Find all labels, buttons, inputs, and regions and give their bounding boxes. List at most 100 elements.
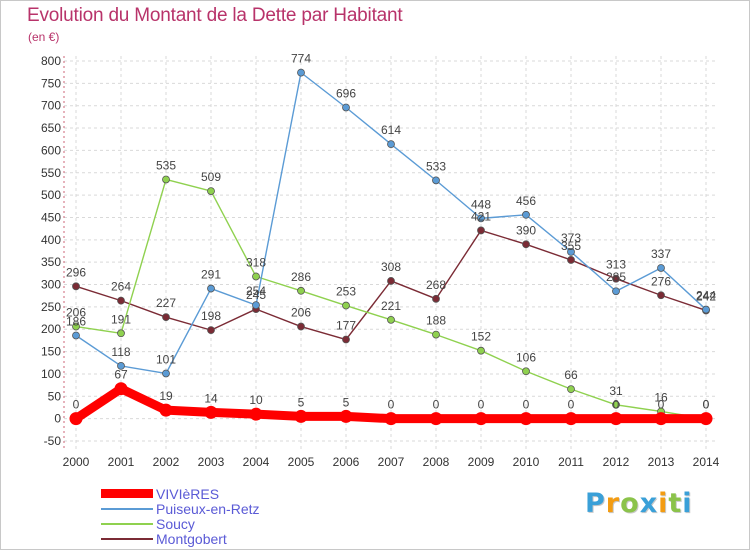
data-point [387,277,395,285]
data-label: 227 [156,296,176,310]
x-tick-label: 2007 [378,455,405,469]
data-label: 535 [156,158,176,172]
chart-title: Evolution du Montant de la Dette par Hab… [27,5,403,26]
x-tick-label: 2008 [423,455,450,469]
data-label: 242 [696,289,716,303]
logo-letter: o [620,488,640,519]
data-point [207,187,215,195]
data-point [207,284,215,293]
data-label: 276 [651,274,671,288]
data-point [612,400,620,409]
data-label: 285 [606,270,626,284]
x-tick-label: 2013 [648,455,675,469]
data-label: 0 [703,398,710,412]
data-label: 14 [204,391,218,405]
y-tick-label: 50 [48,389,62,403]
data-point [699,412,713,426]
data-label: 106 [516,350,536,364]
legend-item: Montgobert [101,531,227,547]
data-label: 390 [516,223,536,237]
data-point [612,274,620,283]
data-label: 16 [654,390,668,404]
data-label: 313 [606,258,626,272]
data-point [564,412,578,426]
data-point [294,409,308,423]
y-tick-label: 550 [41,166,61,180]
data-point [429,412,443,426]
x-tick-label: 2003 [198,455,225,469]
chart-subtitle: (en €) [28,30,60,44]
data-point [702,305,710,314]
data-label: 0 [658,398,665,412]
data-point [339,409,353,423]
legend-label: VIVIèRES [156,485,220,502]
data-label: 318 [246,255,266,269]
data-point [204,405,218,419]
data-point [522,210,530,219]
data-label: 191 [111,312,131,326]
data-point [654,412,668,426]
data-label: 337 [651,247,671,261]
y-tick-label: 800 [41,54,61,68]
data-point [477,226,485,235]
legend-item: Soucy [101,515,195,532]
x-tick-label: 2014 [693,455,720,469]
x-tick-label: 2001 [108,455,135,469]
data-label: 19 [159,389,173,403]
data-label: 206 [291,306,311,320]
data-label: 355 [561,239,581,253]
logo-letter: P [585,488,606,519]
data-point [432,294,440,303]
y-tick-label: 150 [41,345,61,359]
data-point [72,322,80,331]
y-tick-label: 600 [41,143,61,157]
data-point [387,140,395,149]
data-label: 614 [381,123,401,137]
data-label: 456 [516,194,536,208]
y-tick-label: 700 [41,99,61,113]
data-point [117,361,125,370]
x-tick-label: 2004 [243,455,270,469]
data-label: 308 [381,260,401,274]
data-point [342,301,350,310]
data-label: 118 [111,345,130,359]
legend-label: Soucy [156,515,195,532]
data-point [249,407,263,421]
data-label: 66 [564,368,578,382]
data-point [657,264,665,272]
data-point [297,286,305,295]
logo-letter: i [682,488,693,519]
y-tick-label: 500 [41,188,61,202]
data-point [567,385,575,394]
data-point [114,382,128,396]
x-tick-label: 2012 [603,455,630,469]
data-point [522,367,530,376]
data-point [342,335,350,344]
data-point [162,175,170,184]
data-point [297,322,305,331]
y-tick-label: 200 [41,322,61,336]
data-point [477,346,485,355]
data-label: 198 [201,309,221,323]
y-tick-label: 400 [41,233,61,247]
data-point [117,296,125,305]
data-label: 177 [336,319,356,333]
data-label: 448 [471,197,491,211]
data-point [384,412,398,426]
legend-swatch [101,537,153,540]
data-label: 5 [298,395,305,409]
data-point [609,412,623,426]
data-label: 0 [478,398,485,412]
y-tick-label: 450 [41,210,61,224]
data-point [567,256,575,264]
data-point [162,313,170,322]
data-label: 188 [426,314,446,328]
logo-letter: t [668,488,683,519]
data-label: 268 [426,278,446,292]
data-label: 0 [73,398,80,412]
y-tick-label: 750 [41,76,61,90]
data-label: 254 [246,284,266,298]
data-point [567,247,575,256]
